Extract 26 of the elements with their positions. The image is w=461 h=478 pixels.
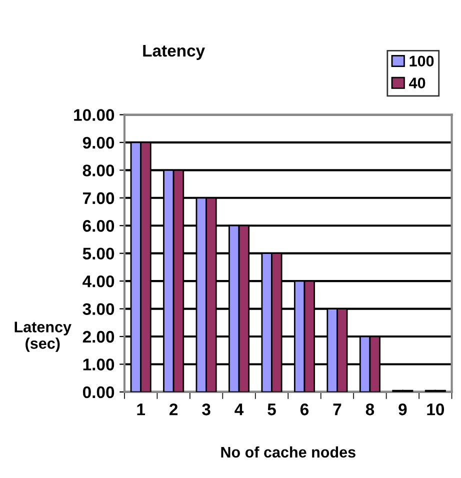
y-tick-label: 1.00 bbox=[83, 358, 114, 370]
y-tick-label: 3.00 bbox=[82, 303, 114, 316]
y-tick-label: 7.00 bbox=[83, 192, 114, 204]
y-tick-label: 5.00 bbox=[82, 248, 114, 260]
x-tick-label: 6 bbox=[300, 404, 309, 416]
x-tick-label: 3 bbox=[202, 404, 210, 416]
x-tick-label: 9 bbox=[398, 404, 407, 416]
legend-label: 40 bbox=[409, 78, 426, 88]
chart-title: Latency bbox=[143, 45, 205, 60]
x-tick-label: 1 bbox=[137, 404, 146, 416]
x-tick-label: 10 bbox=[427, 404, 444, 416]
y-tick-label: 4.00 bbox=[82, 275, 114, 288]
y-tick-label: 0.00 bbox=[82, 386, 114, 398]
y-tick-label: 8.00 bbox=[82, 164, 114, 176]
y-tick-label: 2.00 bbox=[82, 330, 114, 343]
x-tick-label: 4 bbox=[234, 404, 244, 416]
x-axis-title: No of cache nodes bbox=[221, 446, 356, 458]
legend-label: 100 bbox=[410, 56, 434, 67]
x-tick-label: 2 bbox=[170, 404, 178, 416]
y-tick-label: 6.00 bbox=[82, 220, 114, 232]
x-tick-label: 5 bbox=[268, 404, 276, 416]
x-tick-label: 8 bbox=[366, 404, 374, 416]
y-tick-label: 10.00 bbox=[74, 109, 114, 121]
y-axis-title: Latency (sec) bbox=[14, 322, 72, 352]
x-tick-label: 7 bbox=[333, 404, 342, 416]
y-tick-label: 9.00 bbox=[82, 136, 114, 149]
